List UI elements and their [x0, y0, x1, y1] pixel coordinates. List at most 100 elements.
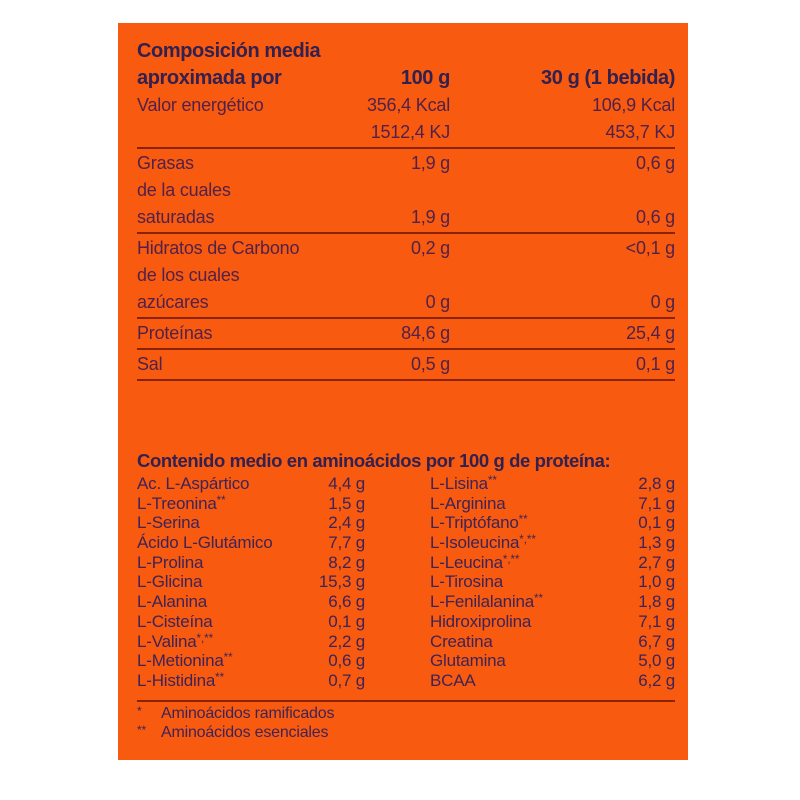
composition-title-line1: Composición media [137, 40, 321, 62]
column-header-100g: 100 g [400, 67, 451, 89]
amino-row: L-Treonina** 1,5 g L-Arginina 7,1 g [137, 494, 675, 514]
footnote-text: Aminoácidos esenciales [161, 723, 329, 741]
row-label: Proteínas [137, 323, 213, 343]
amino-name: L-Lisina** [365, 474, 560, 494]
amino-name-text: L-Triptófano [430, 513, 519, 533]
value-per-100g: 0 g [425, 292, 451, 312]
amino-name: L-Serina [137, 513, 302, 533]
amino-value: 7,7 g [328, 533, 365, 553]
footnote-mark: * [137, 703, 142, 718]
amino-value: 7,1 g [638, 611, 675, 631]
value-per-serving: 0,6 g [635, 207, 675, 227]
amino-value: 8,2 g [328, 552, 365, 572]
amino-name: L-Prolina [137, 553, 302, 573]
row-label: Valor energético [137, 95, 264, 115]
amino-name: Hidroxiprolina [365, 612, 560, 632]
row-label: saturadas [137, 207, 215, 227]
amino-row: L-Valina*,** 2,2 g Creatina 6,7 g [137, 632, 675, 652]
value-per-100g: 84,6 g [401, 323, 450, 343]
amino-name: L-Isoleucina*,** [365, 533, 560, 553]
amino-value: 0,1 g [638, 513, 675, 533]
amino-name: L-Cisteína [137, 612, 302, 632]
table-row-of-which: de los cuales [137, 262, 675, 289]
composition-header-row: aproximada por 100 g 30 g (1 bebida) [137, 65, 675, 92]
amino-name: Ácido L-Glutámico [137, 533, 302, 553]
amino-name-text: L-Metionina [137, 651, 224, 671]
table-row-saturated: saturadas 1,9 g 0,6 g [137, 204, 675, 231]
amino-name-text: L-Arginina [430, 493, 506, 513]
amino-value: 6,7 g [638, 631, 675, 651]
amino-name-text: L-Fenilalanina [430, 592, 534, 612]
amino-value: 7,1 g [638, 493, 675, 513]
nutrition-label-panel: Composición media aproximada por 100 g 3… [118, 23, 688, 760]
amino-name: L-Triptófano** [365, 513, 560, 533]
amino-name-text: L-Prolina [137, 552, 204, 572]
value-per-serving: 106,9 Kcal [591, 95, 675, 115]
amino-mark: ** [518, 514, 528, 527]
amino-mark: *,** [502, 553, 520, 566]
row-label: Sal [137, 354, 163, 374]
amino-mark: *,** [519, 534, 536, 547]
amino-mark: *,** [196, 632, 214, 645]
row-label: azúcares [137, 292, 209, 312]
amino-name-text: L-Tirosina [430, 572, 503, 592]
amino-name-text: L-Valina [137, 631, 197, 651]
amino-name: L-Arginina [365, 494, 560, 514]
table-row-energy-kj: 1512,4 KJ 453,7 KJ [137, 119, 675, 146]
amino-row: L-Metionina** 0,6 g Glutamina 5,0 g [137, 651, 675, 671]
amino-name: BCAA [365, 671, 560, 691]
table-row-salt: Sal 0,5 g 0,1 g [137, 351, 675, 378]
divider-line [137, 232, 675, 234]
value-per-serving: 453,7 KJ [605, 122, 676, 142]
amino-name-text: L-Glicina [137, 572, 203, 592]
amino-value: 4,4 g [328, 474, 365, 493]
amino-name-text: BCAA [430, 670, 476, 690]
value-per-serving: <0,1 g [625, 238, 676, 258]
value-per-100g: 1,9 g [410, 207, 450, 227]
table-row-of-which: de la cuales [137, 177, 675, 204]
amino-value: 2,8 g [638, 474, 675, 493]
table-row-protein: Proteínas 84,6 g 25,4 g [137, 320, 675, 347]
row-label: de los cuales [137, 265, 240, 285]
amino-row: L-Serina 2,4 g L-Triptófano** 0,1 g [137, 513, 675, 533]
value-per-100g: 0,5 g [410, 354, 450, 374]
row-label: Hidratos de Carbono [137, 238, 300, 258]
amino-row: L-Alanina 6,6 g L-Fenilalanina** 1,8 g [137, 592, 675, 612]
value-per-100g: 356,4 Kcal [366, 95, 450, 115]
divider-line [137, 379, 675, 381]
amino-mark: ** [215, 671, 225, 684]
column-header-serving: 30 g (1 bebida) [540, 67, 675, 89]
amino-row: L-Histidina** 0,7 g BCAA 6,2 g [137, 671, 675, 691]
amino-row: L-Cisteína 0,1 g Hidroxiprolina 7,1 g [137, 612, 675, 632]
amino-mark: ** [487, 475, 497, 487]
amino-name-text: L-Histidina [137, 670, 216, 690]
footnote-text: Aminoácidos ramificados [161, 704, 335, 722]
amino-value: 1,8 g [638, 592, 675, 612]
amino-name: Ac. L-Aspártico [137, 474, 302, 494]
amino-mark: ** [223, 652, 233, 665]
amino-value: 5,0 g [638, 651, 675, 671]
amino-mark: ** [216, 494, 226, 507]
amino-name: L-Treonina** [137, 494, 302, 514]
amino-name: L-Tirosina [365, 572, 560, 592]
amino-value: 1,0 g [638, 572, 675, 592]
row-label: Grasas [137, 153, 194, 173]
amino-value: 15,3 g [318, 572, 365, 592]
table-row-sugars: azúcares 0 g 0 g [137, 289, 675, 316]
amino-name-text: Hidroxiprolina [430, 611, 532, 631]
amino-value: 6,6 g [328, 592, 365, 612]
amino-name: L-Fenilalanina** [365, 592, 560, 612]
amino-name: L-Histidina** [137, 671, 302, 691]
value-per-100g: 1512,4 KJ [370, 122, 450, 142]
amino-value: 0,1 g [328, 611, 365, 631]
amino-name-text: L-Leucina [430, 552, 503, 572]
amino-mark: ** [534, 593, 543, 606]
amino-value: 2,7 g [638, 552, 675, 572]
value-per-100g: 1,9 g [410, 153, 450, 173]
amino-name-text: Creatina [430, 631, 493, 651]
amino-name: L-Glicina [137, 572, 302, 592]
divider-line [137, 147, 675, 149]
composition-title-line2: aproximada por [137, 67, 282, 89]
divider-line [137, 699, 675, 702]
